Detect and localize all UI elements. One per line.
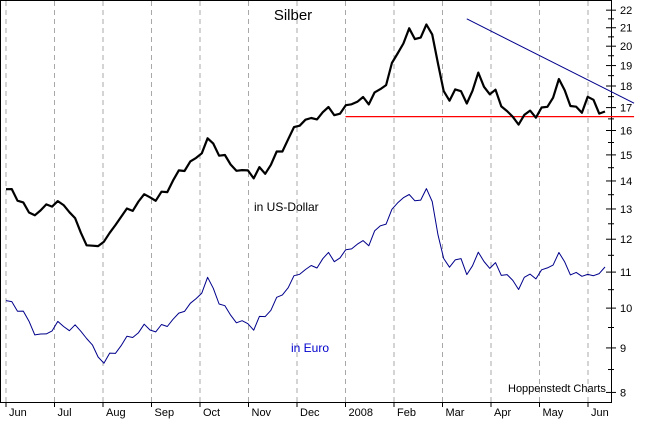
y-tick-label: 9 (620, 343, 626, 355)
y-tick-label: 22 (620, 5, 632, 17)
trend-line (466, 18, 635, 104)
x-tick-label: Oct (203, 407, 220, 419)
chart-credit: Hoppenstedt Charts (508, 383, 606, 395)
x-tick-label: Jul (58, 407, 72, 419)
y-tick-label: 20 (620, 41, 632, 53)
series-label-eur: in Euro (291, 341, 329, 355)
x-tick-label: Jun (591, 407, 609, 419)
y-tick-label: 21 (620, 23, 632, 35)
series-layer (5, 23, 606, 364)
x-tick-label: Aug (106, 407, 126, 419)
series-line-eur (5, 188, 606, 364)
y-tick-label: 16 (620, 126, 632, 138)
y-tick-label: 14 (620, 176, 632, 188)
y-tick-label: 8 (620, 387, 626, 399)
y-tick-label: 18 (620, 81, 632, 93)
x-tick-label: Mar (446, 407, 465, 419)
y-axis: 8 9 10 11 12 13 14 15 16 17 18 19 20 21 22 (606, 5, 632, 399)
x-tick-label: 2008 (349, 407, 373, 419)
x-tick-label: Feb (397, 407, 416, 419)
reference-lines (345, 18, 635, 118)
x-tick-label: Sep (155, 407, 175, 419)
y-tick-label: 11 (620, 267, 631, 279)
series-line-usd (5, 23, 606, 248)
y-tick-label: 17 (620, 103, 632, 115)
grid (5, 1, 589, 402)
x-tick-label: Apr (494, 407, 511, 419)
plot-frame (0, 0, 612, 403)
y-tick-label: 10 (620, 303, 632, 315)
x-tick-label: May (543, 407, 564, 419)
y-tick-label: 19 (620, 61, 632, 73)
chart-title: Silber (274, 7, 312, 24)
series-label-usd: in US-Dollar (254, 200, 319, 214)
x-axis: Jun Jul Aug Sep Oct Nov Dec 2008 Feb Mar Apr May Jun (5, 402, 609, 419)
x-tick-label: Nov (252, 407, 272, 419)
y-tick-label: 12 (620, 234, 632, 246)
y-tick-label: 15 (620, 150, 632, 162)
x-tick-label: Dec (300, 407, 320, 419)
y-tick-label: 13 (620, 204, 632, 216)
x-tick-label: Jun (9, 407, 27, 419)
